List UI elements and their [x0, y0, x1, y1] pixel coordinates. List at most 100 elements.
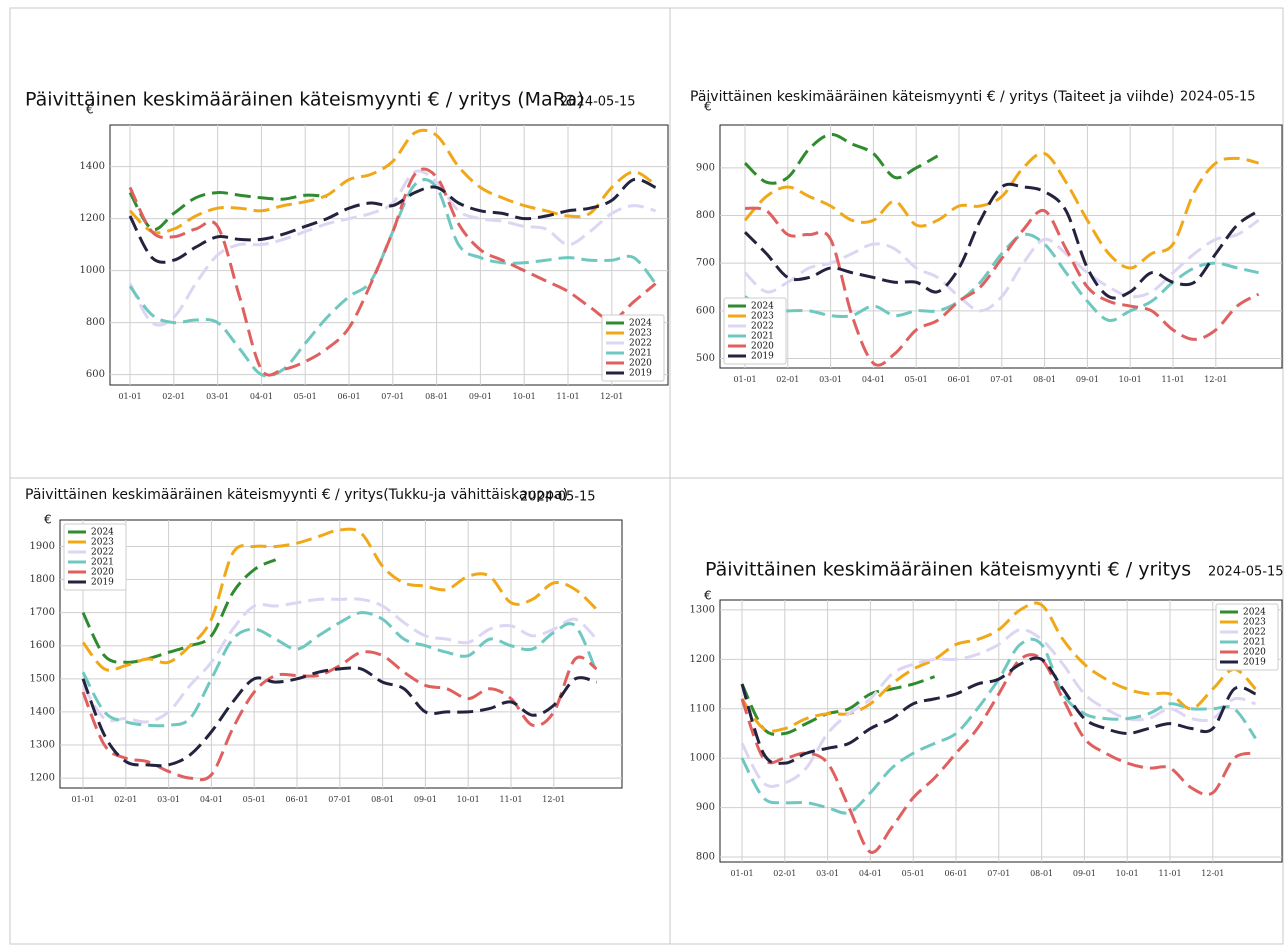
x-tick-label: 08-01	[371, 795, 394, 804]
legend-label: 2020	[629, 359, 652, 369]
y-tick-label: 800	[696, 852, 715, 863]
series-line	[81, 666, 597, 768]
series-line	[128, 177, 657, 264]
y-tick-label: 800	[696, 210, 715, 221]
x-tick-label: 06-01	[947, 375, 970, 384]
y-tick-label: 1300	[30, 739, 55, 750]
x-tick-label: 05-01	[294, 392, 317, 401]
y-tick-label: 1700	[30, 607, 55, 618]
x-tick-label: 10-01	[1116, 869, 1139, 878]
legend-label: 2022	[629, 339, 652, 349]
legend-label: 2020	[1243, 648, 1266, 658]
series-line	[743, 219, 1260, 313]
y-tick-label: 1600	[30, 640, 55, 651]
series-line	[81, 527, 598, 672]
series-line	[81, 597, 598, 724]
legend-label: 2023	[91, 538, 114, 548]
series-line	[81, 611, 598, 728]
legend-label: 2021	[91, 558, 114, 568]
x-tick-label: 04-01	[859, 869, 882, 878]
chart-title: Päivittäinen keskimääräinen käteismyynti…	[690, 89, 1174, 105]
x-tick-label: 10-01	[1119, 375, 1142, 384]
x-tick-label: 03-01	[206, 392, 229, 401]
y-axis-label: €	[704, 589, 712, 603]
series-line	[128, 128, 657, 235]
legend-label: 2020	[91, 568, 114, 578]
series-line	[740, 628, 1257, 788]
x-tick-label: 06-01	[944, 869, 967, 878]
chart-date: 2024-05-15	[1208, 565, 1284, 580]
series-line	[744, 206, 1260, 367]
legend-label: 2024	[1243, 608, 1266, 618]
x-tick-label: 05-01	[902, 869, 925, 878]
series-line	[128, 191, 328, 232]
chart-date: 2024-05-15	[560, 95, 636, 110]
series-line	[743, 151, 1259, 270]
x-tick-label: 06-01	[285, 795, 308, 804]
panel	[669, 477, 1284, 945]
x-tick-label: 02-01	[776, 375, 799, 384]
legend-label: 2022	[1243, 628, 1266, 638]
y-tick-label: 1400	[80, 161, 105, 172]
y-tick-label: 1200	[690, 654, 715, 665]
x-tick-label: 08-01	[425, 392, 448, 401]
x-tick-label: 05-01	[905, 375, 928, 384]
plot-area	[719, 124, 1283, 369]
x-tick-label: 09-01	[469, 392, 492, 401]
legend-label: 2022	[91, 548, 114, 558]
legend-label: 2024	[91, 528, 114, 538]
x-tick-label: 07-01	[328, 795, 351, 804]
x-tick-label: 12-01	[542, 795, 565, 804]
x-tick-label: 04-01	[862, 375, 885, 384]
y-tick-label: 800	[86, 317, 105, 328]
x-tick-label: 09-01	[1076, 375, 1099, 384]
series-line	[128, 178, 657, 378]
legend-label: 2021	[1243, 638, 1266, 648]
y-tick-label: 700	[696, 258, 715, 269]
y-tick-label: 1200	[30, 773, 55, 784]
x-tick-label: 07-01	[990, 375, 1013, 384]
legend-label: 2019	[751, 352, 774, 362]
legend-label: 2023	[751, 312, 774, 322]
series-line	[743, 133, 939, 185]
x-tick-label: 02-01	[114, 795, 137, 804]
x-tick-label: 07-01	[987, 869, 1010, 878]
x-tick-label: 03-01	[816, 869, 839, 878]
series-line	[743, 182, 1260, 300]
y-tick-label: 1900	[30, 541, 55, 552]
series-line	[81, 558, 277, 664]
legend-label: 2023	[1243, 618, 1266, 628]
y-tick-label: 600	[86, 369, 105, 380]
legend-label: 2022	[751, 322, 774, 332]
y-axis-label: €	[86, 103, 94, 117]
x-tick-label: 06-01	[337, 392, 360, 401]
x-tick-label: 10-01	[457, 795, 480, 804]
y-tick-label: 1200	[80, 213, 105, 224]
x-tick-label: 02-01	[162, 392, 185, 401]
x-tick-label: 12-01	[1201, 869, 1224, 878]
y-tick-label: 1800	[30, 574, 55, 585]
y-tick-label: 600	[696, 305, 715, 316]
plot-area	[59, 519, 623, 789]
x-tick-label: 01-01	[118, 392, 141, 401]
series-line	[81, 650, 598, 782]
legend-label: 2023	[629, 329, 652, 339]
x-tick-label: 07-01	[381, 392, 404, 401]
x-tick-label: 01-01	[71, 795, 94, 804]
x-tick-label: 09-01	[414, 795, 437, 804]
legend-label: 2019	[629, 369, 652, 379]
x-tick-label: 08-01	[1033, 375, 1056, 384]
x-tick-label: 11-01	[1158, 869, 1181, 878]
series-line	[740, 675, 936, 736]
x-tick-label: 04-01	[200, 795, 223, 804]
x-tick-label: 12-01	[600, 392, 623, 401]
series-line	[740, 656, 1257, 765]
chart-date: 2024-05-15	[1180, 90, 1256, 105]
y-tick-label: 1400	[30, 706, 55, 717]
y-tick-label: 1100	[690, 703, 715, 714]
x-tick-label: 01-01	[733, 375, 756, 384]
series-line	[740, 637, 1257, 815]
plot-area	[109, 124, 669, 386]
x-tick-label: 03-01	[819, 375, 842, 384]
